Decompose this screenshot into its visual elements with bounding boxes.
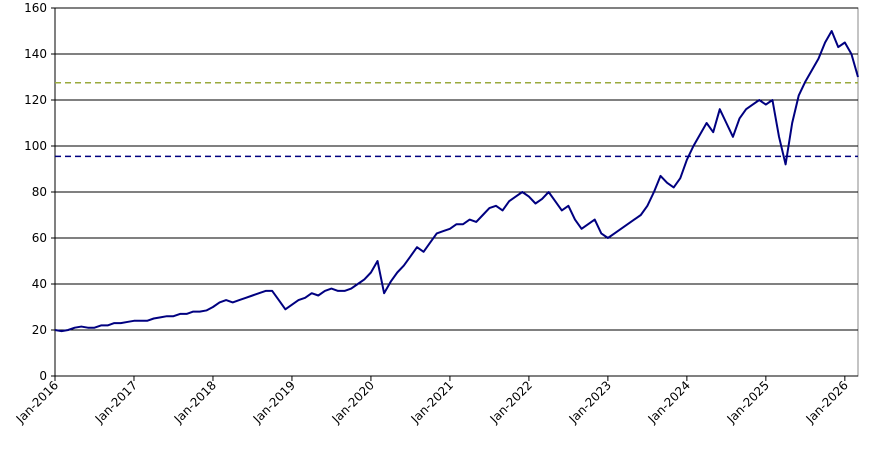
y-tick-label: 100 bbox=[24, 139, 47, 153]
x-tick-label: Jan-2024 bbox=[645, 378, 693, 426]
x-tick-label: Jan-2021 bbox=[408, 378, 456, 426]
x-tick-label: Jan-2017 bbox=[92, 378, 140, 426]
y-tick-label: 0 bbox=[39, 369, 47, 383]
x-tick-label: Jan-2023 bbox=[566, 378, 614, 426]
y-tick-label: 140 bbox=[24, 47, 47, 61]
x-tick-label: Jan-2019 bbox=[250, 378, 298, 426]
x-tick-label: Jan-2025 bbox=[724, 378, 772, 426]
y-tick-label: 20 bbox=[32, 323, 47, 337]
x-tick-label: Jan-2020 bbox=[329, 378, 377, 426]
y-tick-label: 80 bbox=[32, 185, 47, 199]
y-tick-label: 160 bbox=[24, 1, 47, 15]
x-tick-label: Jan-2026 bbox=[803, 378, 851, 426]
y-tick-label: 120 bbox=[24, 93, 47, 107]
y-tick-label: 40 bbox=[32, 277, 47, 291]
x-tick-label: Jan-2022 bbox=[487, 378, 535, 426]
x-tick-label: Jan-2018 bbox=[171, 378, 219, 426]
y-tick-label: 60 bbox=[32, 231, 47, 245]
data-line bbox=[54, 30, 859, 333]
x-tick-label: Jan-2016 bbox=[13, 378, 61, 426]
